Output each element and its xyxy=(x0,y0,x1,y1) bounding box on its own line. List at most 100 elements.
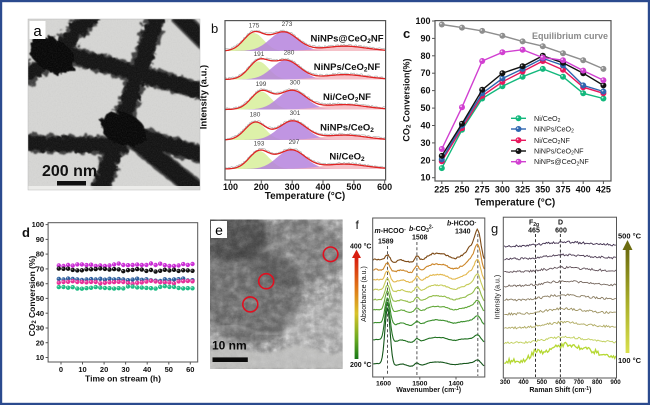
svg-text:Intensity (a.u.): Intensity (a.u.) xyxy=(199,65,210,129)
svg-text:100: 100 xyxy=(223,182,238,192)
svg-text:400: 400 xyxy=(518,379,529,386)
svg-text:1340: 1340 xyxy=(455,229,471,236)
svg-text:300: 300 xyxy=(285,182,300,192)
svg-text:50: 50 xyxy=(420,103,430,113)
svg-text:600: 600 xyxy=(377,182,392,192)
svg-text:200 nm: 200 nm xyxy=(42,163,97,180)
svg-text:10 nm: 10 nm xyxy=(212,339,247,353)
svg-text:500: 500 xyxy=(346,182,361,192)
svg-text:20: 20 xyxy=(36,338,44,347)
svg-text:175: 175 xyxy=(249,23,260,30)
svg-text:297: 297 xyxy=(289,139,300,146)
svg-text:40: 40 xyxy=(143,365,151,374)
svg-text:273: 273 xyxy=(282,21,293,28)
svg-text:90: 90 xyxy=(36,235,44,244)
svg-text:900: 900 xyxy=(610,379,621,386)
svg-text:e: e xyxy=(215,222,223,238)
svg-text:10: 10 xyxy=(420,173,430,183)
svg-text:199: 199 xyxy=(256,81,267,88)
svg-text:F2g: F2g xyxy=(529,220,539,229)
svg-text:NiNPs/CeO2NF: NiNPs/CeO2NF xyxy=(534,147,584,157)
svg-text:275: 275 xyxy=(475,185,490,195)
svg-text:1589: 1589 xyxy=(378,239,394,246)
svg-text:80: 80 xyxy=(420,51,430,61)
svg-text:193: 193 xyxy=(254,141,265,148)
svg-text:D: D xyxy=(558,220,563,227)
svg-text:m-HCOO-: m-HCOO- xyxy=(375,227,407,235)
svg-text:191: 191 xyxy=(254,51,265,58)
svg-text:Equilibrium curve: Equilibrium curve xyxy=(532,31,608,41)
svg-text:30: 30 xyxy=(420,138,430,148)
svg-text:50: 50 xyxy=(165,365,173,374)
svg-text:60: 60 xyxy=(186,365,194,374)
svg-text:375: 375 xyxy=(555,185,570,195)
svg-text:500: 500 xyxy=(537,379,548,386)
svg-text:NiNPs/CeO2: NiNPs/CeO2 xyxy=(534,125,574,135)
svg-text:200: 200 xyxy=(254,182,269,192)
svg-text:CO2 Conversion(%): CO2 Conversion(%) xyxy=(402,58,413,141)
svg-text:CO2 Conversion (%): CO2 Conversion (%) xyxy=(27,255,38,336)
svg-text:250: 250 xyxy=(454,185,469,195)
svg-text:1400: 1400 xyxy=(448,380,463,387)
svg-text:300: 300 xyxy=(290,80,301,87)
svg-text:NiNPs/CeO2NF: NiNPs/CeO2NF xyxy=(314,62,381,74)
svg-text:NiNPs@CeO2NF: NiNPs@CeO2NF xyxy=(534,157,589,167)
svg-text:b-CO32-: b-CO32- xyxy=(409,225,434,235)
svg-text:NiNPs@CeO2NF: NiNPs@CeO2NF xyxy=(310,34,383,46)
svg-text:Intensity (a.u.): Intensity (a.u.) xyxy=(495,275,502,319)
svg-text:Ni/CeO2NF: Ni/CeO2NF xyxy=(323,92,371,104)
svg-text:Ni/CeO2NF: Ni/CeO2NF xyxy=(534,136,571,146)
svg-text:0: 0 xyxy=(59,365,63,374)
svg-text:10: 10 xyxy=(78,365,86,374)
svg-text:280: 280 xyxy=(284,50,295,57)
svg-text:100: 100 xyxy=(415,16,430,26)
svg-text:70: 70 xyxy=(36,265,44,274)
svg-text:400: 400 xyxy=(576,185,591,195)
svg-text:40: 40 xyxy=(36,309,44,318)
svg-text:301: 301 xyxy=(290,110,301,117)
svg-text:30: 30 xyxy=(36,324,44,333)
svg-text:a: a xyxy=(33,23,42,40)
svg-text:d: d xyxy=(22,225,30,240)
svg-text:20: 20 xyxy=(420,155,430,165)
svg-text:Raman Shift (cm-1): Raman Shift (cm-1) xyxy=(529,386,591,394)
svg-text:Ni/CeO2: Ni/CeO2 xyxy=(329,152,365,164)
svg-text:f: f xyxy=(356,218,360,232)
svg-text:700: 700 xyxy=(574,379,585,386)
svg-text:Temperature (°C): Temperature (°C) xyxy=(265,191,346,202)
svg-text:Wavenumber (cm-1): Wavenumber (cm-1) xyxy=(396,386,461,394)
svg-text:b: b xyxy=(211,21,218,36)
svg-text:1600: 1600 xyxy=(376,380,391,387)
svg-text:80: 80 xyxy=(36,250,44,259)
svg-text:1500: 1500 xyxy=(412,380,427,387)
svg-text:600: 600 xyxy=(555,379,566,386)
svg-text:100: 100 xyxy=(32,220,45,229)
svg-text:Time on stream (h): Time on stream (h) xyxy=(85,374,161,384)
svg-text:40: 40 xyxy=(420,121,430,131)
svg-text:225: 225 xyxy=(434,185,449,195)
svg-text:400: 400 xyxy=(315,182,330,192)
svg-text:500 °C: 500 °C xyxy=(618,232,642,241)
svg-text:50: 50 xyxy=(36,294,44,303)
svg-text:350: 350 xyxy=(535,185,550,195)
svg-text:200 °C: 200 °C xyxy=(350,361,371,369)
svg-text:c: c xyxy=(403,26,410,41)
svg-text:400 °C: 400 °C xyxy=(350,243,371,251)
svg-text:20: 20 xyxy=(100,365,108,374)
svg-text:465: 465 xyxy=(528,228,540,235)
svg-text:70: 70 xyxy=(420,68,430,78)
svg-text:Temperature (°C): Temperature (°C) xyxy=(475,198,556,209)
svg-text:60: 60 xyxy=(36,279,44,288)
svg-text:800: 800 xyxy=(592,379,603,386)
svg-text:Absorbance (a.u.): Absorbance (a.u.) xyxy=(361,266,368,322)
svg-text:425: 425 xyxy=(596,185,611,195)
svg-text:180: 180 xyxy=(250,112,261,119)
svg-text:10: 10 xyxy=(36,353,44,362)
svg-text:300: 300 xyxy=(495,185,510,195)
svg-text:300: 300 xyxy=(500,379,511,386)
svg-text:30: 30 xyxy=(121,365,129,374)
svg-text:Ni/CeO2: Ni/CeO2 xyxy=(534,114,561,124)
svg-text:90: 90 xyxy=(420,33,430,43)
svg-text:NiNPs/CeO2: NiNPs/CeO2 xyxy=(320,123,374,135)
svg-text:60: 60 xyxy=(420,86,430,96)
